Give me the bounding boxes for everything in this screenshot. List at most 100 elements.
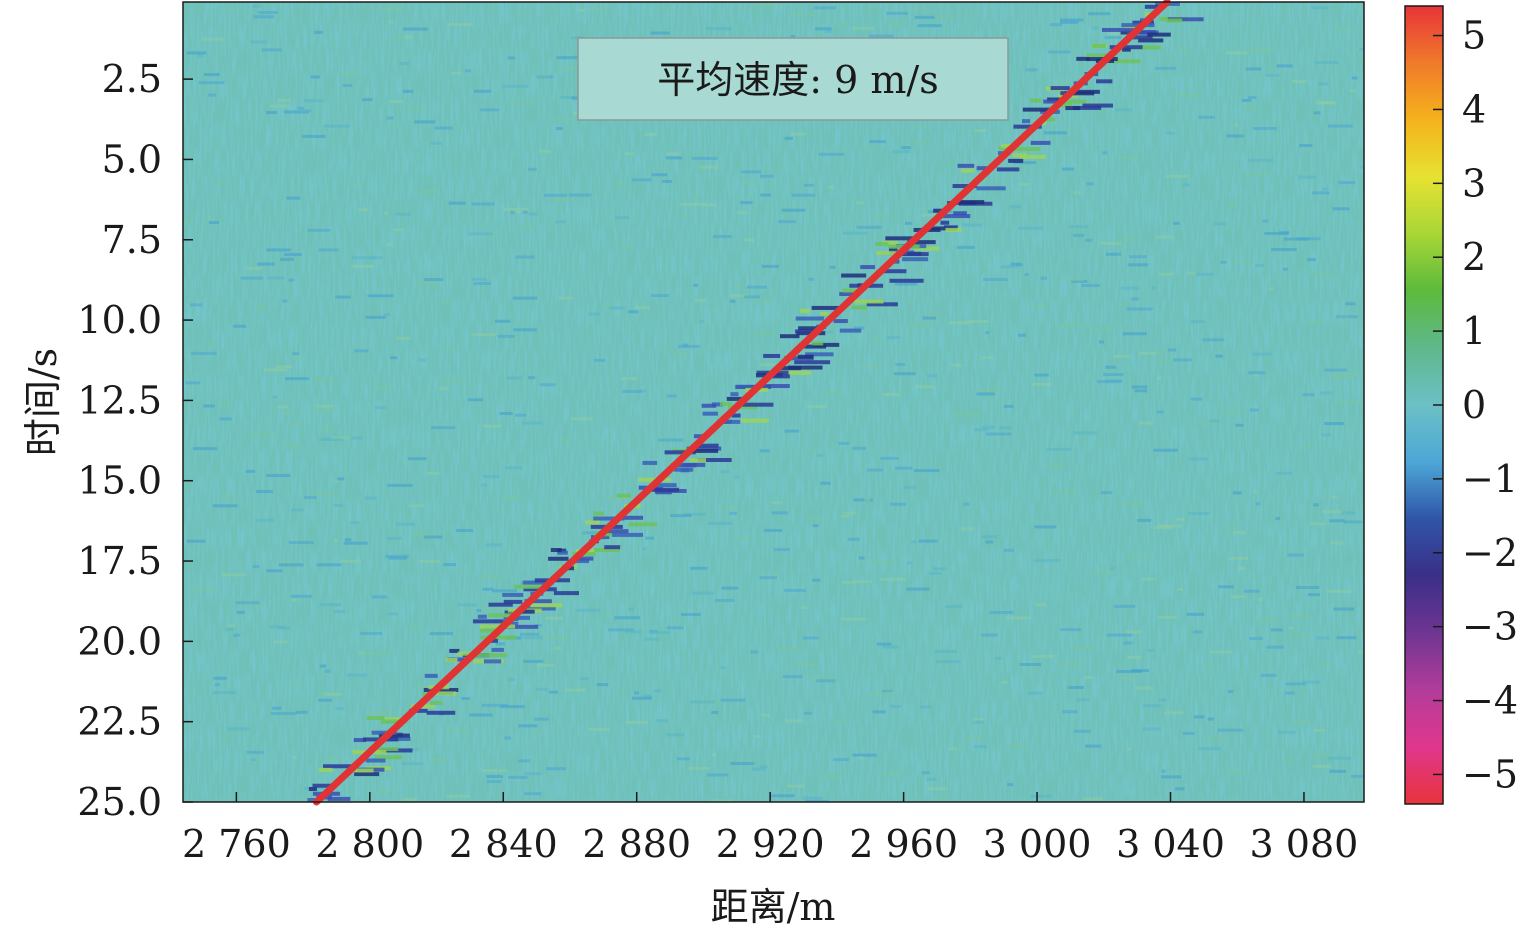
heatmap-texture	[518, 759, 531, 763]
heatmap-texture	[1304, 445, 1311, 449]
heatmap-signal	[593, 516, 625, 521]
heatmap-signal	[617, 493, 631, 498]
heatmap-texture	[1069, 225, 1088, 229]
heatmap-signal	[794, 360, 831, 365]
heatmap-signal	[839, 328, 862, 333]
heatmap-texture	[1085, 101, 1100, 105]
heatmap-signal	[1076, 56, 1090, 61]
heatmap-texture	[1157, 615, 1178, 619]
heatmap-texture	[473, 281, 491, 285]
heatmap-texture	[1086, 182, 1094, 186]
heatmap-texture	[1266, 645, 1285, 649]
y-tick-label: 2.5	[102, 57, 162, 101]
heatmap-texture	[602, 303, 613, 307]
heatmap-texture	[544, 193, 568, 197]
heatmap-signal	[686, 446, 722, 451]
heatmap-texture	[985, 540, 994, 544]
plot-area	[182, 0, 1365, 806]
heatmap-texture	[208, 93, 217, 97]
heatmap-signal	[472, 619, 504, 624]
heatmap-texture	[1091, 26, 1099, 30]
heatmap-texture	[950, 363, 962, 367]
heatmap-texture	[381, 7, 402, 11]
heatmap-texture	[746, 285, 767, 289]
heatmap-texture	[760, 363, 776, 367]
heatmap-texture	[389, 36, 404, 40]
heatmap-texture	[323, 436, 332, 440]
heatmap-texture	[1232, 491, 1242, 495]
heatmap-signal	[650, 483, 677, 488]
heatmap-texture	[932, 567, 947, 571]
heatmap-signal	[1071, 89, 1100, 94]
heatmap-texture	[1120, 502, 1144, 506]
heatmap-signal	[728, 405, 758, 410]
heatmap-texture	[634, 305, 650, 309]
heatmap-signal	[524, 599, 552, 604]
heatmap-texture	[1155, 66, 1176, 70]
heatmap-texture	[307, 228, 331, 232]
heatmap-signal	[423, 687, 459, 692]
heatmap-signal	[720, 401, 732, 406]
heatmap-texture	[1341, 511, 1356, 515]
heatmap-signal	[1006, 147, 1040, 152]
heatmap-texture	[350, 521, 360, 525]
heatmap-texture	[926, 777, 937, 781]
heatmap-texture	[842, 580, 856, 584]
heatmap-texture	[1338, 181, 1356, 185]
x-tick-label: 3 080	[1250, 822, 1359, 866]
heatmap-texture	[869, 140, 886, 144]
heatmap-signal	[426, 710, 456, 715]
heatmap-texture	[974, 745, 988, 749]
heatmap-texture	[824, 29, 833, 33]
heatmap-texture	[387, 612, 398, 616]
heatmap-signal	[913, 246, 940, 251]
heatmap-texture	[651, 294, 670, 298]
heatmap-texture	[277, 98, 291, 102]
heatmap-texture	[1343, 520, 1363, 524]
heatmap-texture	[1060, 20, 1079, 24]
heatmap-texture	[651, 173, 668, 177]
heatmap-texture	[295, 710, 308, 714]
heatmap-texture	[868, 691, 895, 695]
heatmap-texture	[809, 676, 834, 680]
heatmap-signal	[860, 265, 875, 270]
heatmap-texture	[889, 704, 902, 708]
heatmap-texture	[1035, 603, 1047, 607]
heatmap-texture	[513, 328, 537, 332]
x-axis-title: 距离/m	[711, 885, 836, 929]
heatmap-signal	[557, 548, 567, 553]
heatmap-texture	[578, 8, 586, 12]
heatmap-texture	[318, 698, 333, 702]
heatmap-texture	[213, 180, 229, 184]
heatmap-texture	[507, 56, 515, 60]
heatmap-texture	[922, 316, 937, 320]
heatmap-signal	[488, 602, 513, 607]
heatmap-texture	[856, 201, 864, 205]
heatmap-signal	[1092, 43, 1106, 48]
heatmap-texture	[1187, 512, 1210, 516]
heatmap-texture	[1196, 272, 1214, 276]
heatmap-texture	[500, 705, 525, 709]
heatmap-texture	[497, 334, 515, 338]
heatmap-texture	[681, 613, 701, 617]
heatmap-signal	[354, 772, 380, 777]
heatmap-texture	[255, 490, 274, 494]
heatmap-signal	[1012, 153, 1027, 158]
heatmap-texture	[314, 378, 335, 382]
heatmap-signal	[374, 755, 402, 760]
heatmap-texture	[1209, 419, 1220, 423]
heatmap-texture	[1193, 630, 1203, 634]
heatmap-texture	[1254, 263, 1264, 267]
heatmap-texture	[582, 531, 598, 535]
heatmap-texture	[482, 587, 494, 591]
heatmap-texture	[335, 706, 344, 710]
heatmap-texture	[650, 31, 670, 35]
heatmap-texture	[570, 417, 594, 421]
heatmap-signal	[524, 606, 556, 611]
heatmap-texture	[193, 447, 218, 451]
heatmap-texture	[1225, 771, 1245, 775]
heatmap-texture	[387, 536, 402, 540]
heatmap-texture	[311, 409, 338, 413]
heatmap-texture	[1120, 155, 1138, 159]
y-tick-label: 5.0	[102, 137, 162, 181]
